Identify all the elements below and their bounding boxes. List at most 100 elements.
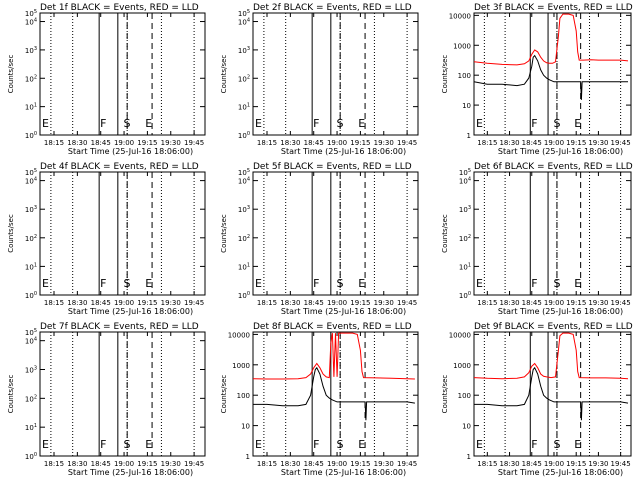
panel-det-1: Det 1f BLACK = Events, RED = LLD 100 101 10…: [7, 3, 206, 156]
marker-f: F: [100, 277, 106, 290]
x-tick-label: 18:30: [67, 299, 87, 307]
y-axis-label: Counts/sec: [7, 55, 15, 94]
x-tick-label: 18:15: [44, 460, 64, 468]
x-axis-label: Start Time (25-Jul-16 18:06:00): [498, 147, 623, 156]
y-axis-label: Counts/sec: [441, 55, 449, 94]
x-tick-label: 19:45: [184, 139, 204, 147]
marker-s: S: [337, 117, 344, 130]
y-axis-label: Counts/sec: [220, 375, 228, 414]
x-tick-label: 18:45: [304, 460, 324, 468]
panel-det-7: Det 7f BLACK = Events, RED = LLD 100 101 10…: [7, 322, 206, 477]
x-tick-label: 19:30: [588, 460, 608, 468]
marker-f: F: [313, 277, 319, 290]
marker-e-start: E: [42, 438, 49, 451]
marker-e: E: [358, 277, 365, 290]
y-tick-label: 101: [25, 103, 37, 112]
panel-det-6: Det 6f BLACK = Events, RED = LLD 100 101 10…: [441, 162, 633, 316]
y-tick-label: 105: [238, 9, 250, 18]
y-tick-label: 103: [25, 46, 37, 55]
x-tick-label: 19:00: [114, 299, 134, 307]
panel-det-2: Det 2f BLACK = Events, RED = LLD 100 101 10…: [220, 3, 419, 156]
y-tick-label: 105: [459, 168, 471, 177]
plot-frame: [473, 331, 632, 457]
marker-f: F: [531, 117, 537, 130]
marker-f: F: [100, 117, 106, 130]
x-tick-label: 18:45: [91, 299, 111, 307]
marker-e-start: E: [476, 438, 483, 451]
y-tick-label: 1000: [453, 42, 471, 50]
marker-e-start: E: [42, 117, 49, 130]
panel-title: Det 4f BLACK = Events, RED = LLD: [40, 162, 199, 172]
marker-s: S: [554, 438, 561, 451]
x-tick-label: 19:15: [137, 460, 157, 468]
y-tick-label: 102: [238, 234, 250, 243]
x-tick-label: 18:45: [304, 139, 324, 147]
x-tick-label: 18:15: [44, 139, 64, 147]
x-tick-label: 19:45: [611, 460, 631, 468]
y-tick-label: 100: [25, 131, 37, 140]
x-tick-label: 19:15: [350, 460, 370, 468]
series-events-line: [253, 366, 415, 421]
x-tick-label: 19:00: [327, 460, 347, 468]
y-tick-label: 105: [25, 9, 37, 18]
x-axis-label: Start Time (25-Jul-16 18:06:00): [281, 147, 406, 156]
y-tick-label: 103: [25, 205, 37, 214]
y-tick-label: 104: [238, 177, 250, 186]
series-lld-line: [473, 13, 629, 66]
panel-det-9: Det 9f BLACK = Events, RED = LLD 1 10 100 10…: [441, 322, 633, 477]
marker-s: S: [124, 438, 131, 451]
panel-title: Det 8f BLACK = Events, RED = LLD: [253, 322, 412, 332]
x-tick-label: 19:00: [114, 460, 134, 468]
x-tick-label: 18:15: [257, 139, 277, 147]
panel-title: Det 5f BLACK = Events, RED = LLD: [253, 162, 412, 172]
marker-e: E: [145, 277, 152, 290]
series-lld-line: [473, 332, 629, 380]
plot-frame: [39, 331, 206, 457]
x-tick-label: 18:15: [257, 299, 277, 307]
x-tick-label: 19:45: [611, 299, 631, 307]
x-tick-label: 19:00: [114, 139, 134, 147]
marker-s: S: [554, 117, 561, 130]
x-tick-label: 18:30: [67, 139, 87, 147]
y-tick-label: 101: [238, 103, 250, 112]
y-tick-label: 103: [459, 205, 471, 214]
y-tick-label: 10: [462, 423, 471, 431]
y-tick-label: 101: [459, 262, 471, 271]
y-axis-label: Counts/sec: [220, 214, 228, 253]
plot-frame: [473, 12, 632, 136]
y-tick-label: 10000: [228, 331, 250, 339]
y-tick-label: 1: [246, 453, 250, 461]
marker-f: F: [313, 438, 319, 451]
marker-e: E: [574, 117, 581, 130]
marker-e: E: [574, 277, 581, 290]
y-tick-label: 10: [241, 423, 250, 431]
y-tick-label: 104: [25, 177, 37, 186]
x-tick-label: 19:45: [397, 299, 417, 307]
y-axis-label: Counts/sec: [441, 375, 449, 414]
marker-s: S: [554, 277, 561, 290]
plot-frame: [252, 331, 419, 457]
x-tick-label: 19:30: [588, 139, 608, 147]
marker-e-start: E: [476, 117, 483, 130]
y-tick-label: 100: [459, 291, 471, 300]
marker-e: E: [145, 438, 152, 451]
x-tick-label: 19:45: [611, 139, 631, 147]
y-tick-label: 100: [25, 452, 37, 461]
y-tick-label: 10: [462, 102, 471, 110]
marker-f: F: [531, 438, 537, 451]
y-tick-label: 102: [25, 74, 37, 83]
plot-frame: [39, 12, 206, 136]
x-tick-label: 19:30: [161, 460, 181, 468]
x-tick-label: 19:00: [544, 299, 564, 307]
y-tick-label: 100: [237, 392, 250, 400]
x-tick-label: 18:30: [499, 139, 519, 147]
x-tick-label: 19:15: [566, 460, 586, 468]
x-tick-label: 19:00: [327, 299, 347, 307]
x-tick-label: 18:30: [499, 460, 519, 468]
x-tick-label: 18:45: [91, 139, 111, 147]
y-tick-label: 105: [25, 328, 37, 337]
series-events-line: [474, 366, 629, 421]
y-tick-label: 100: [458, 392, 471, 400]
x-tick-label: 19:30: [374, 460, 394, 468]
x-tick-label: 19:30: [374, 299, 394, 307]
